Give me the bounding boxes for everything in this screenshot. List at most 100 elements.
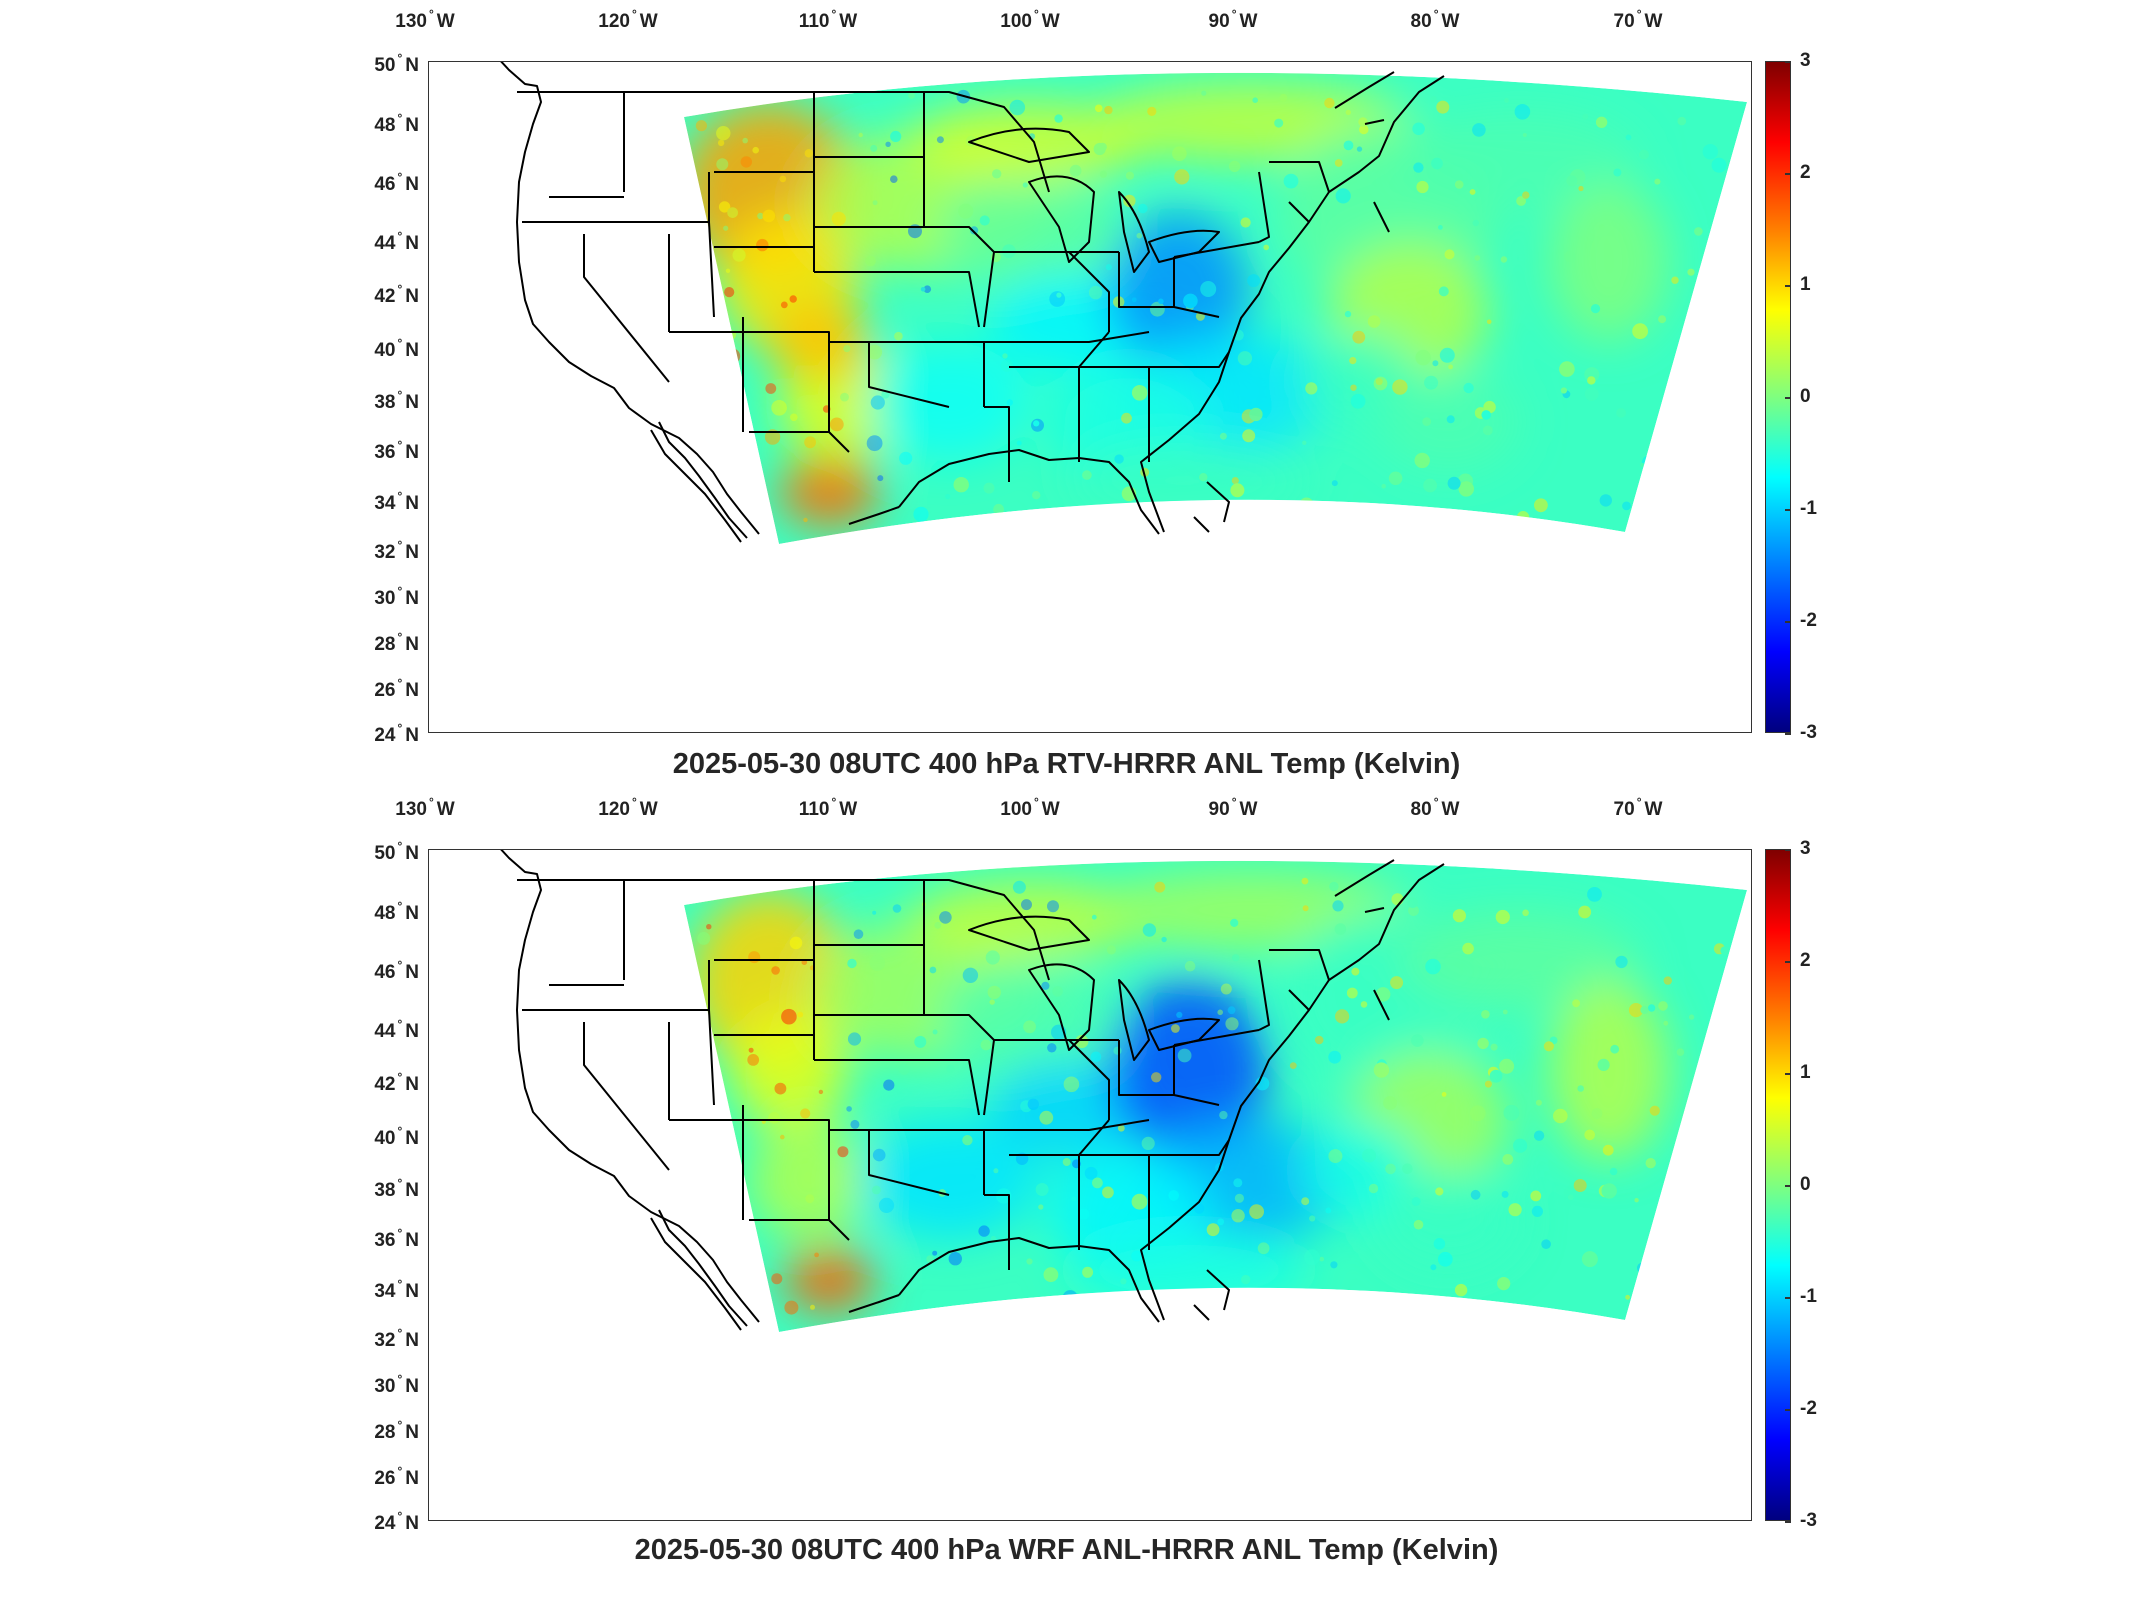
field-noise [1508, 1203, 1522, 1217]
degree-symbol: ° [397, 111, 403, 125]
field-noise [1388, 471, 1403, 486]
field-noise [1349, 357, 1357, 365]
field-noise [1062, 1158, 1071, 1166]
latitude-label-hemisphere: N [405, 843, 419, 864]
degree-symbol: ° [397, 1176, 403, 1190]
field-noise [1432, 360, 1439, 367]
state-boundary [868, 342, 950, 408]
colorbar-tick-label: -1 [1800, 1286, 1817, 1307]
degree-symbol: ° [397, 1372, 403, 1386]
field-noise [1671, 276, 1679, 284]
field-noise [1383, 1096, 1397, 1110]
latitude-label-value: 44 [374, 1021, 396, 1042]
field-noise [837, 1146, 849, 1158]
field-noise [771, 966, 780, 975]
field-noise [1577, 1085, 1584, 1092]
degree-symbol: ° [397, 899, 403, 913]
field-noise [1553, 1108, 1568, 1124]
field-noise [1610, 1044, 1620, 1054]
degree-symbol: ° [1636, 7, 1642, 21]
field-noise [926, 1255, 934, 1263]
colorbar-tick-mark [1785, 173, 1791, 175]
latitude-label-hemisphere: N [405, 1021, 419, 1042]
degree-symbol: ° [397, 1418, 403, 1432]
latitude-label: 32 ° N [349, 1326, 419, 1352]
field-noise [1500, 256, 1508, 263]
field-noise [1601, 1183, 1617, 1199]
state-boundary [814, 91, 925, 158]
field-noise [783, 213, 791, 222]
field-noise [1233, 1178, 1243, 1188]
field-noise [1131, 1193, 1148, 1210]
field-noise [1082, 470, 1092, 480]
anomaly-region [939, 960, 1119, 1080]
field-noise [1032, 491, 1041, 500]
field-noise [1572, 999, 1580, 1008]
field-noise [1422, 417, 1432, 426]
field-noise [1602, 1144, 1614, 1156]
field-noise [1503, 1104, 1520, 1121]
field-noise [1412, 122, 1425, 136]
latitude-label-value: 32 [374, 542, 396, 563]
field-noise [718, 201, 731, 213]
latitude-label: 42 ° N [349, 1070, 419, 1096]
field-noise [936, 136, 944, 144]
field-noise [1649, 518, 1660, 528]
field-noise [1249, 1204, 1264, 1219]
field-noise [1573, 1179, 1587, 1192]
latitude-label-hemisphere: N [405, 392, 419, 413]
degree-symbol: ° [631, 795, 637, 809]
field-noise [1474, 255, 1481, 261]
field-noise [1463, 382, 1474, 394]
field-noise [715, 96, 723, 104]
field-noise [805, 1194, 815, 1204]
longitude-label-value: 100 [1000, 799, 1032, 820]
field-noise [926, 1309, 939, 1322]
field-noise [1392, 379, 1408, 395]
latitude-label-hemisphere: N [405, 233, 419, 254]
state-boundary [1149, 1139, 1230, 1156]
field-noise [695, 120, 707, 132]
field-noise [725, 268, 731, 273]
state-boundary [517, 879, 625, 980]
field-noise [847, 1032, 862, 1046]
field-noise [1305, 382, 1318, 395]
longitude-label-hemisphere: W [839, 11, 858, 32]
field-noise [1168, 1190, 1179, 1201]
field-noise [1625, 1294, 1630, 1300]
colorbar-tick-label: 3 [1800, 838, 1811, 859]
field-noise [723, 225, 729, 231]
longitude-label-value: 80 [1410, 799, 1432, 820]
longitude-label-hemisphere: W [436, 799, 455, 820]
field-noise [1301, 877, 1309, 885]
field-noise [989, 999, 995, 1005]
state-boundary [1288, 989, 1310, 1011]
field-noise [1154, 881, 1166, 893]
state-boundary [1118, 252, 1174, 308]
degree-symbol: ° [397, 489, 403, 503]
field-noise [711, 522, 725, 536]
field-noise [1330, 1293, 1336, 1299]
field-noise [1138, 203, 1148, 214]
field-noise [890, 130, 902, 143]
field-noise [1444, 249, 1455, 260]
west-coastline [500, 62, 760, 535]
longitude-label-value: 90 [1208, 799, 1230, 820]
field-noise [790, 413, 798, 422]
colorbar-tick-label: -3 [1800, 722, 1817, 743]
state-boundary [1078, 331, 1110, 368]
state-boundary [743, 331, 830, 432]
latitude-label: 38 ° N [349, 1176, 419, 1202]
field-noise [1454, 1283, 1468, 1297]
longitude-label-value: 100 [1000, 11, 1032, 32]
field-noise [1424, 375, 1439, 390]
field-noise [1402, 1163, 1413, 1174]
field-noise [1038, 1204, 1044, 1210]
field-noise [1670, 519, 1686, 534]
field-noise [1543, 1041, 1554, 1052]
field-noise [1249, 407, 1263, 422]
field-noise [765, 383, 777, 394]
east-coastline [1140, 75, 1445, 533]
field-noise [1522, 909, 1529, 917]
gulf-coastline [848, 449, 1160, 535]
